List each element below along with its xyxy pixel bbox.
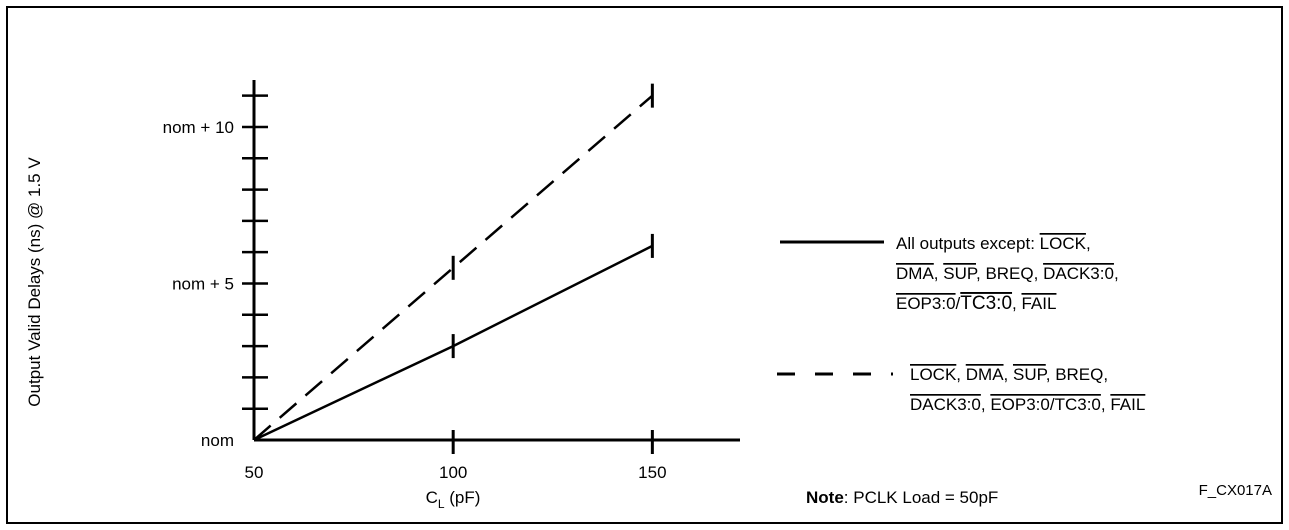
legend-dashed-label: LOCK, DMA, SUP, BREQ, bbox=[910, 365, 1108, 384]
y-tick-label: nom + 10 bbox=[163, 118, 234, 137]
y-tick-label: nom bbox=[201, 431, 234, 450]
legend-solid-label: All outputs except: LOCK, bbox=[896, 234, 1091, 253]
dashed-series-line bbox=[253, 94, 654, 441]
note-text: Note: PCLK Load = 50pF bbox=[806, 488, 998, 507]
x-tick-label: 50 bbox=[245, 463, 264, 482]
x-axis-label: CL (pF) bbox=[426, 488, 481, 511]
y-axis-label: Output Valid Delays (ns) @ 1.5 V bbox=[25, 157, 44, 407]
y-tick-label: nom + 5 bbox=[172, 274, 234, 293]
figure-frame bbox=[6, 6, 1283, 524]
legend-dashed-label: DACK3:0, EOP3:0/TC3:0, FAIL bbox=[910, 395, 1145, 414]
figure-id: F_CX017A bbox=[1199, 482, 1272, 499]
x-tick-label: 100 bbox=[439, 463, 467, 482]
legend-solid-label: DMA, SUP, BREQ, DACK3:0, bbox=[896, 264, 1119, 283]
legend-solid-label: EOP3:0/TC3:0, FAIL bbox=[896, 293, 1056, 314]
x-tick-label: 150 bbox=[638, 463, 666, 482]
